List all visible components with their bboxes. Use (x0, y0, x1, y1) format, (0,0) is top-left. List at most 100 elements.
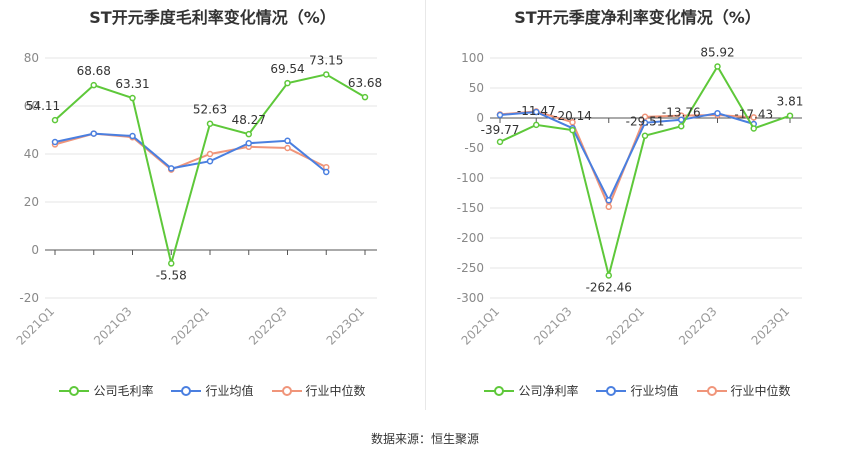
net-margin-legend: 公司净利率 行业均值 行业中位数 (425, 382, 850, 399)
legend-label: 行业中位数 (305, 384, 366, 398)
y-tick-label: -300 (457, 291, 484, 305)
x-tick-label: 2022Q3 (676, 304, 720, 348)
data-point (641, 132, 649, 139)
data-point (786, 112, 794, 119)
legend-item[interactable]: 行业均值 (596, 382, 679, 399)
data-point (750, 125, 757, 132)
y-tick-label: 0 (31, 243, 39, 257)
gross-margin-chart: -20 0 20 40 60 80 2021Q1 2021Q3 2022Q1 2022Q3 2023… (14, 51, 383, 348)
data-point (678, 123, 685, 130)
legend-item[interactable]: 行业均值 (171, 382, 254, 399)
data-label: 85.92 (700, 45, 734, 59)
data-label: 3.81 (777, 95, 804, 109)
data-point (284, 137, 291, 145)
x-tick-label: 2021Q1 (14, 304, 58, 348)
legend-item[interactable]: 公司净利率 (484, 382, 578, 399)
data-label: 54.11 (26, 99, 60, 113)
gross-margin-legend: 公司毛利率 行业均值 行业中位数 (0, 382, 425, 399)
y-tick-label: 20 (24, 195, 39, 209)
data-point (168, 165, 175, 172)
y-tick-label: 100 (461, 51, 484, 65)
series-line (499, 110, 755, 203)
y-tick-label: -100 (457, 171, 484, 185)
data-point (714, 63, 721, 70)
data-point (750, 114, 757, 121)
data-point (569, 126, 576, 134)
data-point (284, 144, 291, 152)
data-point (245, 139, 252, 147)
data-point (206, 150, 214, 158)
data-label: 69.54 (270, 62, 304, 76)
data-point (90, 130, 97, 137)
data-point (129, 94, 136, 102)
legend-item[interactable]: 行业中位数 (696, 382, 791, 399)
net-margin-title: ST开元季度净利率变化情况（%） (514, 8, 761, 27)
data-label: -39.77 (481, 123, 520, 137)
legend-swatch-icon (596, 385, 627, 396)
data-point (569, 118, 576, 126)
data-label: -20.14 (553, 109, 592, 123)
data-label: -17.43 (734, 107, 773, 121)
data-label: 68.68 (77, 64, 111, 78)
series-line (499, 64, 791, 276)
legend-item[interactable]: 行业中位数 (271, 382, 366, 399)
x-tick-label: 2023Q1 (749, 304, 793, 348)
legend-swatch-icon (484, 385, 515, 396)
data-point (51, 116, 59, 124)
gross-margin-panel: ST开元季度毛利率变化情况（%） -20 0 20 40 60 80 2021Q1 2021Q… (0, 0, 425, 420)
y-tick-label: -150 (457, 201, 484, 215)
data-point (245, 130, 252, 138)
x-tick-label: 2021Q3 (91, 304, 135, 348)
legend-swatch-icon (59, 385, 90, 396)
data-point (206, 120, 214, 127)
data-point (323, 168, 330, 176)
data-point (496, 111, 504, 119)
legend-label: 行业均值 (630, 384, 679, 398)
x-tick-label: 2023Q1 (324, 304, 368, 348)
data-point (678, 116, 685, 124)
data-point (714, 109, 721, 117)
y-tick-label: 50 (469, 81, 484, 95)
y-tick-label: 80 (24, 51, 39, 65)
data-point (605, 196, 612, 204)
legend-label: 公司净利率 (518, 384, 579, 398)
data-point (533, 121, 540, 129)
net-margin-panel: ST开元季度净利率变化情况（%） -300 -250 -200 -150 -100 -50… (425, 0, 850, 420)
x-tick-label: 2022Q1 (169, 304, 213, 348)
y-tick-label: -250 (457, 261, 484, 275)
data-point (284, 79, 291, 87)
x-tick-label: 2021Q1 (459, 304, 503, 348)
legend-item[interactable]: 公司毛利率 (59, 382, 153, 399)
y-tick-label: -50 (464, 141, 484, 155)
data-point (605, 203, 612, 211)
data-label: 63.31 (115, 77, 149, 91)
data-label: 73.15 (309, 53, 343, 67)
data-point (641, 113, 649, 121)
legend-swatch-icon (171, 385, 202, 396)
data-point (605, 272, 612, 279)
data-point (361, 93, 369, 101)
data-point (51, 138, 59, 146)
data-point (90, 81, 97, 89)
data-label: -5.58 (156, 268, 187, 282)
x-tick-label: 2022Q3 (246, 304, 290, 348)
y-tick-label: -200 (457, 231, 484, 245)
data-label: 52.63 (193, 103, 227, 117)
data-label: -262.46 (586, 280, 632, 294)
net-margin-chart: -300 -250 -200 -150 -100 -50 0 50 100 2021Q1 2021Q… (457, 45, 804, 348)
x-tick-label: 2022Q1 (604, 304, 648, 348)
series-line (54, 132, 327, 173)
legend-label: 行业均值 (205, 384, 254, 398)
data-label: -29.51 (626, 115, 665, 129)
legend-label: 行业中位数 (730, 384, 791, 398)
y-tick-label: 0 (476, 111, 484, 125)
panel-divider (425, 0, 426, 410)
y-tick-label: 40 (24, 147, 39, 161)
data-point (206, 157, 214, 165)
gross-margin-title: ST开元季度毛利率变化情况（%） (89, 8, 336, 27)
data-label: 63.68 (348, 76, 382, 90)
y-tick-label: -20 (19, 291, 39, 305)
legend-label: 公司毛利率 (93, 384, 154, 398)
data-label: 48.27 (232, 113, 266, 127)
data-point (323, 71, 330, 78)
